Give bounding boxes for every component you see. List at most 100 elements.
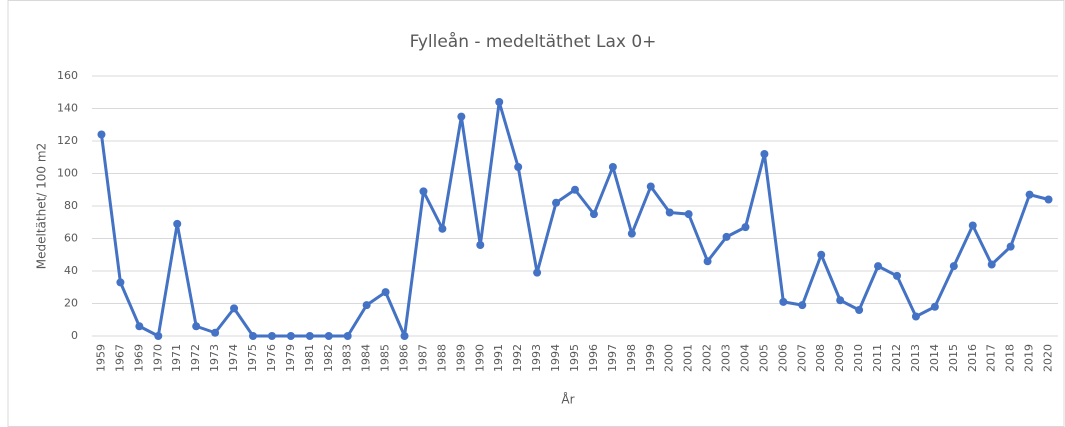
data-point: [211, 328, 220, 337]
chart-title: Fylleån - medeltäthet Lax 0+: [410, 31, 657, 52]
data-point: [135, 322, 144, 331]
x-tick-label: 2007: [795, 344, 808, 372]
y-tick-label: 100: [57, 167, 78, 180]
data-point: [419, 187, 428, 196]
data-point: [684, 210, 693, 219]
x-tick-label: 2000: [663, 344, 676, 372]
data-point: [192, 322, 201, 331]
data-point: [1044, 195, 1053, 204]
data-point: [627, 229, 636, 238]
data-point: [97, 130, 106, 139]
data-point: [703, 257, 712, 266]
x-tick-label: 2006: [776, 344, 789, 372]
data-point: [495, 98, 504, 106]
x-tick-label: 1969: [132, 344, 145, 372]
x-tick-label: 1989: [454, 344, 467, 372]
chart-border: [7, 0, 1065, 427]
x-tick-label: 1988: [435, 344, 448, 372]
data-point: [646, 182, 655, 191]
x-tick-label: 1973: [208, 344, 221, 372]
x-tick-label: 1975: [246, 344, 259, 372]
y-tick-label: 80: [64, 199, 78, 212]
x-tick-label: 2005: [757, 344, 770, 372]
data-point: [362, 301, 371, 310]
y-tick-label: 0: [71, 329, 78, 342]
data-point: [911, 312, 920, 321]
x-tick-label: 1974: [227, 344, 240, 372]
y-tick-label: 40: [64, 264, 78, 277]
y-tick-label: 20: [64, 297, 78, 310]
data-point: [154, 332, 163, 340]
data-point: [855, 306, 864, 314]
data-point: [722, 232, 731, 241]
x-tick-label: 1983: [341, 344, 354, 372]
data-point: [779, 297, 788, 306]
data-point: [987, 260, 996, 269]
x-tick-label: 1994: [549, 344, 562, 372]
data-point: [249, 332, 257, 340]
data-point: [893, 271, 901, 280]
data-point: [665, 208, 674, 217]
x-tick-label: 1992: [511, 344, 524, 372]
x-tick-label: 1967: [113, 344, 126, 372]
data-point: [589, 210, 598, 219]
x-tick-label: 1971: [170, 344, 183, 372]
x-tick-label: 2003: [720, 344, 733, 372]
data-point: [343, 332, 352, 340]
data-point: [533, 268, 542, 277]
x-tick-label: 1997: [606, 344, 619, 372]
x-tick-label: 1993: [530, 344, 543, 372]
x-tick-label: 1984: [360, 344, 373, 372]
data-point: [552, 198, 561, 207]
y-tick-label: 140: [57, 102, 78, 115]
x-tick-label: 2008: [814, 344, 827, 372]
x-tick-label: 2001: [682, 344, 695, 372]
data-point: [1006, 242, 1015, 251]
x-tick-label: 1996: [587, 344, 600, 372]
x-tick-label: 1991: [492, 344, 505, 372]
data-point: [571, 185, 579, 194]
x-tick-label: 2013: [909, 344, 922, 372]
y-tick-label: 120: [57, 134, 78, 147]
data-point: [930, 302, 939, 311]
x-tick-label: 1985: [379, 344, 392, 372]
x-tick-label: 2011: [871, 344, 884, 372]
data-point: [286, 332, 295, 340]
x-tick-label: 1981: [303, 344, 316, 372]
x-tick-label: 2017: [985, 344, 998, 372]
data-point: [476, 241, 485, 249]
data-point: [116, 278, 125, 287]
data-point: [836, 296, 845, 305]
data-point: [267, 332, 276, 340]
data-point: [817, 250, 826, 259]
data-point: [949, 262, 958, 271]
data-point: [514, 163, 523, 171]
x-tick-label: 2018: [1004, 344, 1017, 372]
x-tick-label: 1982: [322, 344, 335, 372]
x-tick-label: 1998: [625, 344, 638, 372]
data-point: [1025, 190, 1034, 199]
x-tick-label: 2012: [890, 344, 903, 372]
data-point: [305, 332, 314, 340]
x-tick-label: 1976: [265, 344, 278, 372]
y-axis-title: Medeltäthet/ 100 m2: [35, 143, 49, 269]
x-tick-label: 1972: [189, 344, 202, 372]
data-point: [741, 223, 750, 232]
data-point: [968, 221, 977, 230]
data-point: [230, 304, 239, 313]
data-point: [457, 112, 466, 121]
y-tick-label: 160: [57, 69, 78, 82]
x-tick-label: 1999: [644, 344, 657, 372]
x-tick-label: 2020: [1042, 344, 1055, 372]
data-point: [400, 332, 409, 340]
x-axis-title: År: [561, 392, 574, 407]
data-point: [760, 150, 769, 158]
data-point: [381, 288, 390, 297]
x-tick-label: 2004: [738, 344, 751, 372]
x-tick-label: 1986: [398, 344, 411, 372]
x-tick-label: 2019: [1023, 344, 1036, 372]
x-tick-label: 1970: [151, 344, 164, 372]
x-tick-label: 2014: [928, 344, 941, 372]
x-tick-label: 2002: [701, 344, 714, 372]
data-point: [798, 301, 807, 310]
